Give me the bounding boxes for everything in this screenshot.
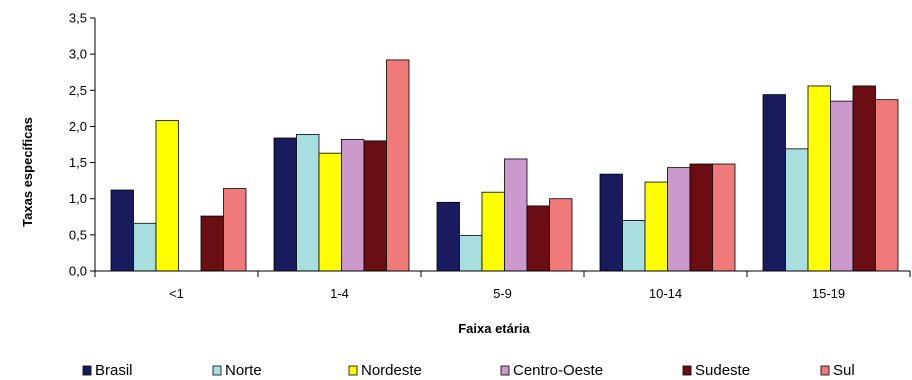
legend-label: Brasil xyxy=(95,362,133,379)
y-tick-label: 3,0 xyxy=(69,47,87,62)
y-tick-label: 1,0 xyxy=(69,191,87,206)
x-tick-label: <1 xyxy=(169,286,184,301)
bar-brasil-4 xyxy=(762,94,786,272)
legend-swatch xyxy=(82,365,92,376)
bar-centro-oeste-3 xyxy=(667,167,691,272)
legend-label: Nordeste xyxy=(361,362,422,379)
y-tick-label: 0,5 xyxy=(69,227,87,242)
x-tick-label: 5-9 xyxy=(493,286,512,301)
legend-label: Sul xyxy=(833,362,855,379)
legend-item: Sul xyxy=(820,362,855,379)
x-tick-label: 10-14 xyxy=(649,286,682,301)
bar-sudeste-3 xyxy=(689,163,713,272)
y-tick-label: 2,0 xyxy=(69,119,87,134)
x-ticks-group: <1 1-4 5-9 10-14 15-19 xyxy=(94,271,911,301)
legend-item: Sudeste xyxy=(682,362,750,379)
bar-sul-0 xyxy=(223,188,247,272)
bar-norte-2 xyxy=(459,235,483,272)
axes-group xyxy=(94,18,910,272)
bar-centro-oeste-2 xyxy=(504,158,528,272)
bar-sul-2 xyxy=(549,198,573,272)
bar-nordeste-3 xyxy=(644,181,668,272)
bar-brasil-3 xyxy=(599,173,623,272)
bar-brasil-1 xyxy=(273,137,297,272)
legend-swatch xyxy=(500,365,510,376)
bar-brasil-0 xyxy=(110,189,134,272)
bar-nordeste-0 xyxy=(155,120,179,272)
legend-swatch xyxy=(212,365,222,376)
bar-nordeste-1 xyxy=(318,152,342,272)
bar-norte-3 xyxy=(622,219,646,272)
legend-label: Sudeste xyxy=(695,362,750,379)
bar-sul-1 xyxy=(386,59,410,272)
legend-item: Brasil xyxy=(82,362,133,379)
y-tick-label: 0,0 xyxy=(69,264,87,279)
bar-nordeste-2 xyxy=(481,191,505,272)
legend-item: Nordeste xyxy=(348,362,422,379)
legend-swatch xyxy=(348,365,358,376)
bars-group xyxy=(110,59,899,272)
legend-item: Norte xyxy=(212,362,262,379)
legend-swatch xyxy=(820,365,830,376)
x-axis-title: Faixa etária xyxy=(458,321,530,336)
bar-sudeste-4 xyxy=(852,85,876,272)
bar-norte-0 xyxy=(133,222,157,272)
bar-centro-oeste-1 xyxy=(341,139,365,272)
legend-label: Centro-Oeste xyxy=(513,362,603,379)
bar-sudeste-2 xyxy=(526,205,550,272)
bar-sudeste-1 xyxy=(363,140,387,272)
y-ticks-group: 0,0 0,5 1,0 1,5 2,0 2,5 3,0 3,5 xyxy=(69,11,95,279)
legend-label: Norte xyxy=(225,362,262,379)
x-tick-label: 15-19 xyxy=(812,286,845,301)
bar-sul-4 xyxy=(875,99,899,272)
legend-item: Centro-Oeste xyxy=(500,362,603,379)
y-tick-label: 3,5 xyxy=(69,11,87,26)
y-tick-label: 2,5 xyxy=(69,83,87,98)
bar-centro-oeste-4 xyxy=(830,100,854,272)
y-axis-title: Taxas específicas xyxy=(20,117,35,227)
y-tick-label: 1,5 xyxy=(69,155,87,170)
bar-sudeste-0 xyxy=(200,215,224,272)
legend-swatch xyxy=(682,365,692,376)
bar-sul-3 xyxy=(712,163,736,272)
x-tick-label: 1-4 xyxy=(330,286,349,301)
bar-brasil-2 xyxy=(436,201,460,272)
bar-nordeste-4 xyxy=(807,85,831,272)
legend: Brasil Norte Nordeste Centro-Oeste Sudeste Su… xyxy=(82,362,855,379)
bar-norte-4 xyxy=(785,148,809,272)
bar-norte-1 xyxy=(296,133,320,272)
